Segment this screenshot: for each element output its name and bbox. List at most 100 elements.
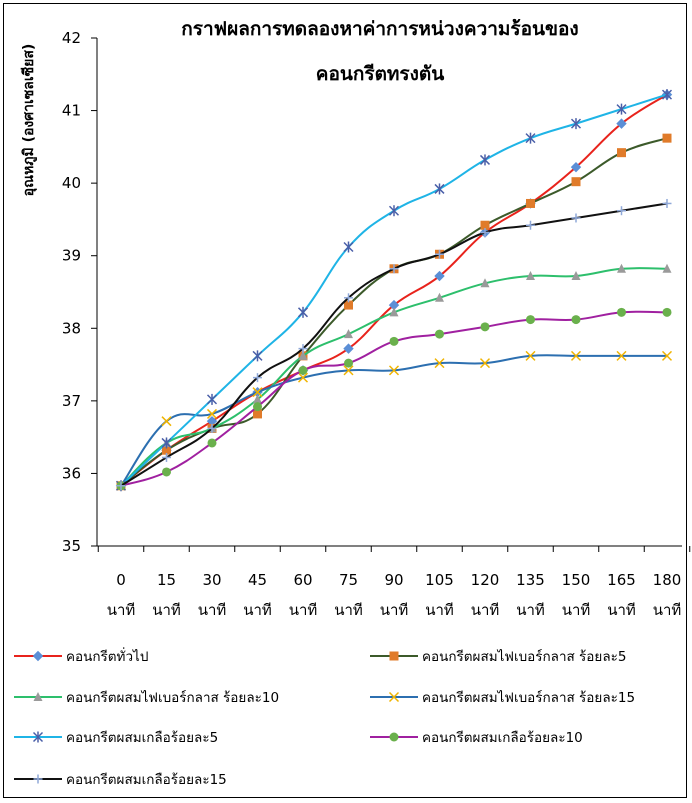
marker-stroke	[434, 358, 445, 369]
x-tick-label: 135	[516, 571, 545, 589]
axes: 35 36 37 38 39 40 41 42 0 นาที 15 นาที 30 นาที 45 นาที 6…	[62, 29, 691, 619]
legend-swatch-marker	[388, 691, 400, 703]
data-point	[161, 416, 172, 427]
data-point	[343, 343, 354, 354]
legend-label: คอนกรีตผสมไฟเบอร์กลาส ร้อยละ10	[66, 689, 279, 706]
data-point	[297, 372, 309, 383]
legend-swatch-marker	[389, 651, 399, 661]
marker-stroke	[525, 350, 536, 361]
data-point	[662, 263, 672, 273]
marker-stroke	[297, 372, 309, 383]
x-tick-label: 45	[248, 571, 267, 589]
data-point	[253, 394, 262, 404]
marker-stroke	[479, 358, 491, 369]
x-tick-unit-label: นาที	[289, 601, 318, 619]
series-line	[120, 354, 667, 487]
marker-stroke	[343, 365, 354, 376]
data-point	[435, 292, 444, 302]
legend-label: คอนกรีตทั่วไป	[66, 647, 148, 665]
data-point	[480, 227, 490, 237]
data-point	[389, 264, 399, 274]
data-point	[206, 408, 218, 419]
data-point	[661, 350, 673, 361]
data-point	[388, 205, 400, 217]
x-tick-label: 75	[339, 571, 358, 589]
chart-frame	[3, 3, 687, 798]
data-point	[343, 241, 354, 253]
data-point	[571, 315, 581, 325]
data-point	[479, 358, 491, 369]
data-point	[479, 154, 491, 166]
series-5	[115, 89, 673, 492]
data-point	[206, 393, 218, 405]
series-7	[116, 198, 672, 491]
x-tick-unit-label: นาที	[152, 601, 181, 619]
series-4	[115, 350, 673, 491]
y-axis-label: อุณหภูมิ (องศาเซลเซียส)	[21, 44, 37, 197]
marker-stroke	[252, 387, 263, 398]
data-point	[343, 365, 354, 376]
x-tick-label: 90	[384, 571, 403, 589]
y-tick-label: 37	[62, 392, 81, 410]
legend-swatch-marker	[32, 731, 44, 743]
x-tick-label: 60	[293, 571, 312, 589]
x-tick-label: 15	[157, 571, 176, 589]
legend-item-4: คอนกรีตผสมไฟเบอร์กลาส ร้อยละ15	[370, 689, 635, 706]
data-point	[662, 198, 672, 208]
data-point	[389, 307, 399, 317]
legend-item-2: คอนกรีตผสมไฟเบอร์กลาส ร้อยละ5	[370, 648, 626, 665]
data-point	[480, 322, 490, 332]
data-point	[525, 350, 536, 361]
chart-title-line-1: กราฟผลการทดลองหาค่าการหน่วงความร้อนของ	[181, 18, 578, 40]
legend-label: คอนกรีตผสมไฟเบอร์กลาส ร้อยละ15	[422, 689, 635, 706]
data-point	[162, 445, 171, 455]
data-point	[616, 103, 627, 115]
chart-title-line-2: คอนกรีตทรงตัน	[316, 63, 445, 85]
data-point	[344, 358, 353, 368]
y-tick-label: 36	[62, 464, 81, 482]
data-point	[161, 437, 172, 449]
x-tick-unit-label: นาที	[334, 601, 363, 619]
x-tick-label: 165	[607, 571, 636, 589]
legend-label: คอนกรีตผสมไฟเบอร์กลาส ร้อยละ5	[422, 648, 626, 665]
data-point	[571, 177, 581, 187]
data-point	[253, 409, 262, 419]
x-tick-label: 180	[653, 571, 682, 589]
data-point	[116, 481, 126, 491]
marker-stroke	[661, 350, 673, 361]
data-point	[617, 263, 626, 273]
data-point	[298, 344, 308, 354]
data-point	[480, 278, 490, 288]
y-tick-label: 39	[62, 247, 81, 265]
x-tick-unit-label: นาที	[607, 601, 636, 619]
data-point	[252, 350, 263, 362]
data-point	[435, 249, 444, 259]
data-point	[570, 350, 582, 361]
x-tick-label: 0	[116, 571, 126, 589]
data-point	[570, 161, 582, 173]
legend-item-3: คอนกรีตผสมไฟเบอร์กลาส ร้อยละ10	[14, 689, 279, 706]
data-point	[661, 89, 673, 101]
x-tick-unit-label: นาที	[562, 601, 591, 619]
data-point	[344, 329, 353, 339]
data-point	[571, 213, 581, 223]
data-point	[435, 329, 444, 339]
data-point	[525, 132, 536, 144]
data-point	[162, 467, 171, 477]
data-point	[662, 307, 672, 317]
series-1	[115, 89, 673, 491]
legend-item-6: คอนกรีตผสมเกลือร้อยละ10	[370, 730, 583, 746]
marker-stroke	[206, 408, 218, 419]
data-point	[526, 198, 535, 208]
data-point	[434, 270, 445, 282]
data-point	[617, 307, 626, 317]
data-point	[344, 300, 353, 310]
data-point	[207, 438, 217, 448]
marker-stroke	[616, 350, 627, 361]
data-point	[207, 423, 217, 433]
data-point	[616, 350, 627, 361]
data-point	[526, 220, 535, 230]
legend-label: คอนกรีตผสมเกลือร้อยละ15	[66, 772, 227, 788]
data-point	[617, 206, 626, 216]
